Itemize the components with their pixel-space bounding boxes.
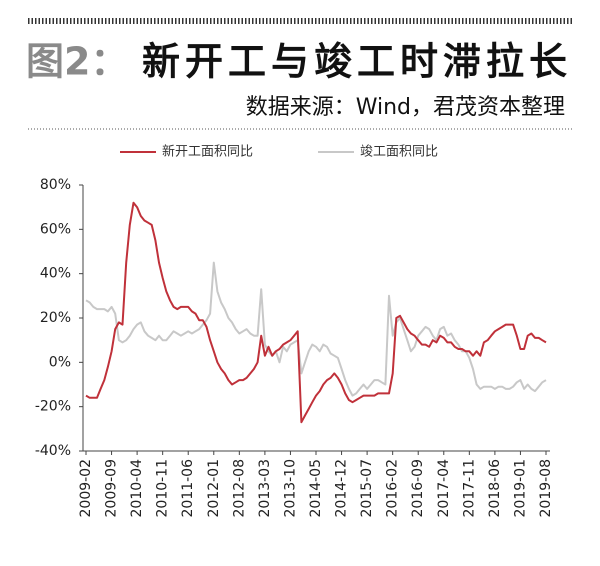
x-tick-label: 2015-07 — [359, 459, 375, 518]
x-tick-label: 2009-02 — [78, 459, 94, 518]
y-tick-label: 60% — [40, 221, 71, 237]
chart-title: 新开工与竣工时滞拉长 — [142, 40, 567, 84]
x-tick-label: 2013-10 — [282, 459, 298, 518]
series-line — [85, 201, 547, 424]
y-tick-label: 0% — [49, 354, 71, 370]
x-tick-label: 2009-09 — [104, 459, 120, 518]
y-tick-label: -20% — [35, 399, 71, 415]
x-tick-label: 2019-01 — [512, 459, 528, 518]
x-tick-label: 2010-04 — [129, 459, 145, 518]
x-tick-label: 2012-01 — [206, 459, 222, 518]
x-tick-label: 2019-08 — [538, 459, 554, 518]
x-tick-label: 2012-08 — [231, 459, 247, 518]
x-tick-label: 2016-02 — [385, 459, 401, 518]
x-tick-label: 2010-11 — [155, 459, 171, 518]
x-tick-label: 2017-11 — [461, 459, 477, 518]
series-line — [85, 261, 547, 397]
y-tick-label: 20% — [40, 310, 71, 326]
x-tick-label: 2013-03 — [257, 459, 273, 518]
x-tick-label: 2014-12 — [334, 459, 350, 518]
legend-label: 新开工面积同比 — [162, 144, 253, 160]
y-tick-label: -40% — [35, 443, 71, 459]
y-tick-label: 80% — [40, 177, 71, 193]
x-tick-label: 2017-04 — [436, 459, 452, 518]
figure-label: 图2： — [26, 40, 128, 84]
y-tick-label: 40% — [40, 266, 71, 282]
x-tick-label: 2011-06 — [180, 459, 196, 518]
x-tick-label: 2016-09 — [410, 459, 426, 518]
x-tick-label: 2018-06 — [487, 459, 503, 518]
legend-label: 竣工面积同比 — [360, 145, 438, 160]
chart-subtitle: 数据来源：Wind，君茂资本整理 — [246, 95, 565, 120]
x-tick-label: 2014-05 — [308, 459, 324, 518]
